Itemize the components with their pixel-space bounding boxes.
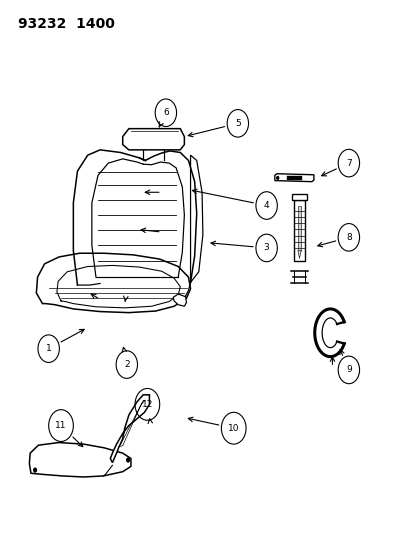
Text: 4: 4 [263, 201, 269, 210]
Polygon shape [287, 176, 301, 180]
Text: 12: 12 [141, 400, 153, 409]
Text: 11: 11 [55, 421, 66, 430]
Polygon shape [29, 442, 131, 477]
Polygon shape [297, 251, 300, 259]
Polygon shape [173, 294, 186, 306]
Polygon shape [297, 206, 300, 251]
Text: 3: 3 [263, 244, 269, 253]
Polygon shape [36, 253, 190, 313]
Text: 10: 10 [228, 424, 239, 433]
Text: 1: 1 [46, 344, 52, 353]
Polygon shape [293, 200, 304, 261]
Polygon shape [122, 128, 184, 150]
Circle shape [126, 457, 130, 463]
Polygon shape [292, 194, 306, 200]
Text: 7: 7 [345, 159, 351, 167]
Text: 93232  1400: 93232 1400 [18, 17, 114, 31]
Text: 9: 9 [345, 366, 351, 374]
Text: 2: 2 [124, 360, 129, 369]
Polygon shape [110, 395, 149, 463]
Text: 6: 6 [163, 108, 169, 117]
Text: 5: 5 [235, 119, 240, 128]
Text: 8: 8 [345, 233, 351, 242]
Circle shape [33, 467, 37, 473]
Polygon shape [274, 174, 313, 182]
Circle shape [275, 176, 279, 180]
Polygon shape [190, 155, 202, 282]
